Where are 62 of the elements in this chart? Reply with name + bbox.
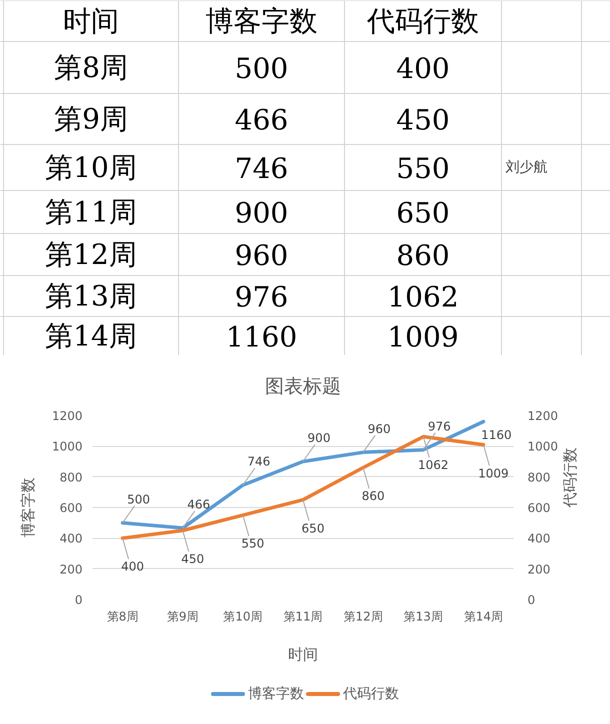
y-axis-title: 时间 [63, 4, 119, 38]
data-label: 1160 [481, 428, 512, 442]
y2-tick-label: 200 [528, 562, 550, 576]
y2-tick-label: 1200 [528, 409, 558, 423]
y2-tick-label: 1000 [528, 440, 558, 454]
x-tick-label: 第11周 [283, 610, 323, 624]
data-label: 466 [187, 498, 210, 512]
y-tick-label: 800 [60, 470, 82, 484]
x-tick-label: 第12周 [344, 610, 383, 624]
legend-label: 代码行数 [343, 685, 399, 703]
data-label: 1062 [418, 458, 449, 472]
data-label: 450 [181, 552, 204, 566]
data-label: 550 [241, 536, 264, 551]
y-tick-label: 0 [74, 593, 83, 607]
y-tick-label: 第8周 [54, 51, 128, 84]
data-label: 466 [234, 104, 288, 136]
chart-title: 图表标题 [265, 376, 341, 398]
data-label: 960 [368, 422, 391, 436]
y-tick-label: 1000 [52, 440, 83, 454]
y-tick-label: 200 [60, 562, 82, 576]
y-tick-label: 第11周 [45, 196, 137, 228]
legend-label: 博客字数 [248, 685, 304, 703]
y2-axis-title: 代码行数 [561, 448, 580, 508]
y2-tick-label: 0 [528, 593, 536, 607]
y-tick-label: 400 [60, 532, 82, 546]
y2-tick-label: 400 [528, 532, 550, 546]
y-tick-label: 第14周 [45, 320, 137, 352]
data-label: 1009 [387, 320, 459, 354]
y-tick-label: 第9周 [54, 102, 128, 136]
x-axis-title: 时间 [288, 646, 318, 664]
data-label: 746 [234, 152, 288, 185]
data-label: 500 [234, 52, 288, 85]
x-tick-label: 第10周 [223, 610, 263, 624]
y-tick-label: 600 [60, 501, 82, 515]
y-axis-title: 博客字数 [18, 478, 37, 538]
data-label: 650 [302, 521, 324, 536]
data-label: 500 [127, 492, 150, 506]
x-tick-label: 第9周 [166, 610, 199, 624]
data-label: 550 [396, 152, 450, 185]
data-label: 450 [396, 104, 450, 136]
data-label: 746 [247, 454, 270, 469]
y-tick-label: 第13周 [45, 280, 137, 312]
data-label: 1062 [387, 280, 459, 314]
data-label: 976 [428, 419, 451, 434]
data-label: 400 [396, 52, 450, 85]
data-label: 960 [234, 239, 288, 272]
x-tick-label: 第14周 [464, 610, 504, 624]
y2-tick-label: 600 [528, 501, 550, 515]
data-label: 650 [396, 196, 450, 230]
y-tick-label: 第12周 [45, 238, 137, 271]
y2-tick-label: 800 [528, 470, 550, 484]
data-label: 900 [308, 431, 330, 445]
data-label: 860 [396, 239, 450, 272]
y-tick-label: 1200 [52, 409, 83, 423]
data-label: 860 [362, 489, 385, 504]
data-label: 976 [234, 280, 288, 314]
data-label: 900 [234, 196, 288, 230]
y-tick-label: 第10周 [45, 151, 137, 184]
text: 刘少航 [506, 160, 548, 176]
x-tick-label: 第13周 [404, 610, 443, 624]
data-label: 1009 [478, 466, 509, 480]
data-label: 1160 [226, 320, 298, 354]
